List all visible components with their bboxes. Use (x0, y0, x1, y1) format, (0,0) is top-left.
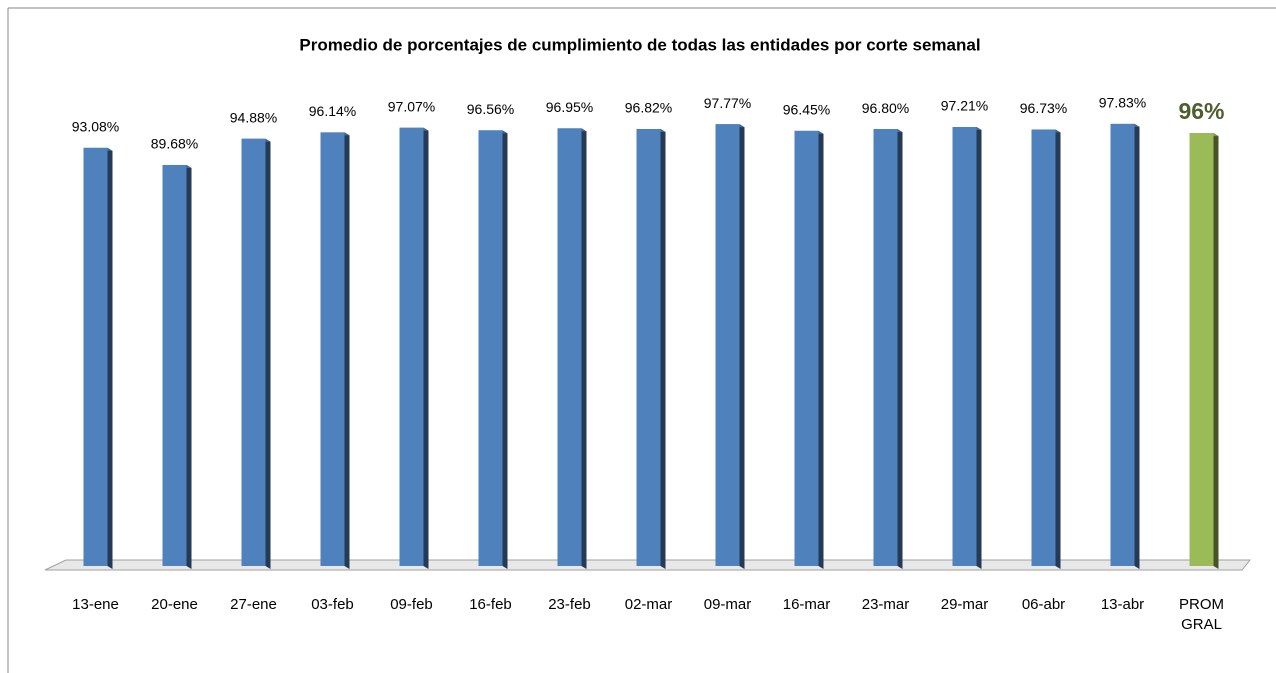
data-label: 96.82% (625, 100, 672, 116)
x-tick-label: 09-mar (703, 596, 752, 613)
bar (1031, 129, 1056, 567)
data-label: 94.88% (230, 109, 277, 125)
bar (162, 164, 187, 566)
x-tick-label: 23-mar (861, 596, 910, 613)
bar-side (1213, 133, 1219, 569)
bar (399, 127, 424, 566)
bar (1110, 123, 1135, 566)
x-tick-label: 03-feb (311, 596, 354, 613)
x-tick-label: PROM GRAL (1179, 596, 1224, 633)
bar-side (1134, 123, 1140, 569)
x-tick-label: 09-feb (390, 596, 433, 613)
data-label: 96.45% (783, 102, 830, 118)
x-tick-label: 02-mar (624, 596, 673, 613)
bar-side (897, 129, 903, 569)
x-tick-label: 27-ene (230, 596, 277, 613)
data-label: 97.21% (941, 98, 988, 114)
bar-side (265, 138, 271, 569)
x-tick-label: 29-mar (940, 596, 989, 613)
bar-side (739, 124, 745, 569)
x-tick-label: 13-ene (72, 596, 119, 613)
x-tick-label: 16-feb (469, 596, 512, 613)
bar (794, 130, 819, 566)
bar-side (107, 147, 113, 569)
x-tick-label: 20-ene (151, 596, 198, 613)
bar (636, 129, 661, 567)
bar (320, 132, 345, 567)
data-label: 96.95% (546, 99, 593, 115)
bar-side (344, 132, 350, 570)
data-label: 97.83% (1099, 95, 1146, 111)
x-tick-label: 06-abr (1021, 596, 1066, 613)
bar-side (502, 130, 508, 569)
bar (715, 124, 740, 566)
bar-side (1055, 129, 1061, 570)
bar-side (186, 164, 192, 569)
bar-side (660, 129, 666, 570)
data-label: 96.80% (862, 100, 909, 116)
bar (1189, 133, 1214, 566)
data-label: 96.73% (1020, 100, 1067, 116)
bar (557, 128, 582, 566)
data-label: 97.77% (704, 95, 751, 111)
bar (241, 138, 266, 566)
x-tick-label: 23-feb (548, 596, 591, 613)
bar-side (581, 128, 587, 569)
bar (952, 127, 977, 566)
x-tick-label: 16-mar (782, 596, 831, 613)
data-label: 93.08% (72, 119, 119, 135)
data-label: 96.14% (309, 103, 356, 119)
bar (83, 147, 108, 566)
data-label: 89.68% (151, 136, 198, 152)
data-label: 96% (1178, 98, 1224, 124)
data-label: 96.56% (467, 101, 514, 117)
chart-title: Promedio de porcentajes de cumplimiento … (299, 35, 980, 54)
bar (478, 130, 503, 566)
bar-side (423, 127, 429, 569)
bar-side (818, 130, 824, 569)
bar (873, 129, 898, 566)
data-label: 97.07% (388, 98, 435, 114)
x-tick-label: 13-abr (1100, 596, 1145, 613)
bar-side (976, 127, 982, 569)
